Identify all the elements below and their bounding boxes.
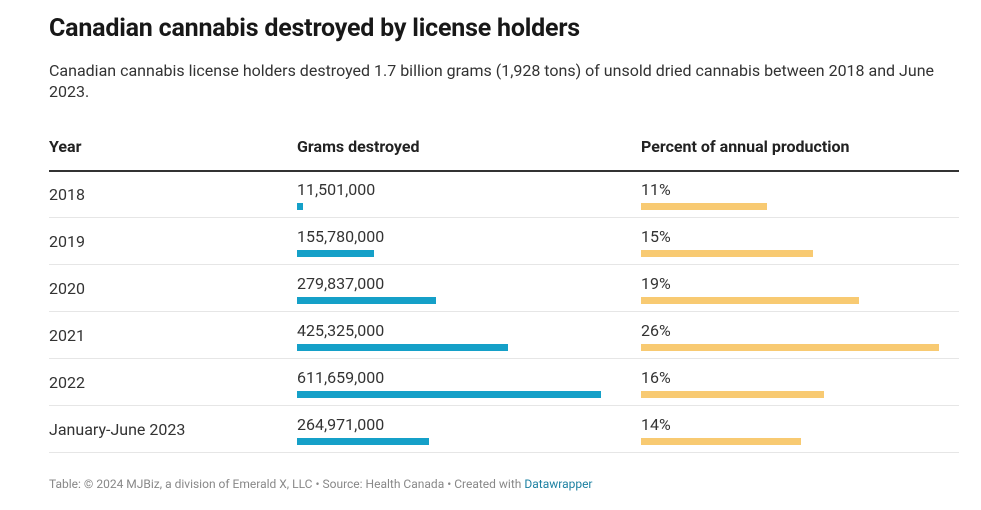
percent-value: 14% <box>641 415 671 434</box>
chart-subtitle: Canadian cannabis license holders destro… <box>49 61 935 101</box>
percent-bar <box>641 438 802 445</box>
table-row: 2018 11,501,000 11% <box>49 171 959 218</box>
percent-value: 16% <box>641 368 671 387</box>
table-row: January-June 2023 264,971,000 14% <box>49 406 959 453</box>
year-cell: 2020 <box>49 279 85 298</box>
footer: Table: © 2024 MJBiz, a division of Emera… <box>49 477 593 491</box>
year-cell: 2019 <box>49 232 85 251</box>
grams-value: 264,971,000 <box>297 415 385 434</box>
percent-value: 26% <box>641 321 671 340</box>
percent-bar <box>641 203 768 210</box>
header-grams[interactable]: Grams destroyed <box>297 137 420 156</box>
datawrapper-link[interactable]: Datawrapper <box>524 477 593 491</box>
grams-bar <box>297 203 303 210</box>
grams-bar <box>297 250 375 257</box>
table-header: Year Grams destroyed Percent of annual p… <box>49 137 959 172</box>
table-row: 2021 425,325,000 26% <box>49 312 959 359</box>
grams-bar <box>297 391 601 398</box>
percent-bar <box>641 344 939 351</box>
percent-value: 11% <box>641 180 671 199</box>
percent-value: 15% <box>641 227 671 246</box>
percent-value: 19% <box>641 274 671 293</box>
year-cell: 2022 <box>49 373 85 392</box>
table-row: 2022 611,659,000 16% <box>49 359 959 406</box>
year-cell: January-June 2023 <box>49 420 186 439</box>
footer-text: Table: © 2024 MJBiz, a division of Emera… <box>49 477 525 491</box>
grams-value: 279,837,000 <box>297 274 385 293</box>
grams-value: 425,325,000 <box>297 321 385 340</box>
percent-bar <box>641 250 813 257</box>
header-year[interactable]: Year <box>49 137 82 156</box>
year-cell: 2021 <box>49 326 85 345</box>
percent-bar <box>641 297 859 304</box>
header-percent[interactable]: Percent of annual production <box>641 137 850 156</box>
grams-value: 11,501,000 <box>297 180 376 199</box>
year-cell: 2018 <box>49 185 85 204</box>
percent-bar <box>641 391 825 398</box>
grams-bar <box>297 438 429 445</box>
grams-value: 155,780,000 <box>297 227 385 246</box>
grams-value: 611,659,000 <box>297 368 385 387</box>
grams-bar <box>297 297 437 304</box>
chart-title: Canadian cannabis destroyed by license h… <box>49 14 580 43</box>
table-row: 2019 155,780,000 15% <box>49 218 959 265</box>
grams-bar <box>297 344 509 351</box>
table-row: 2020 279,837,000 19% <box>49 265 959 312</box>
